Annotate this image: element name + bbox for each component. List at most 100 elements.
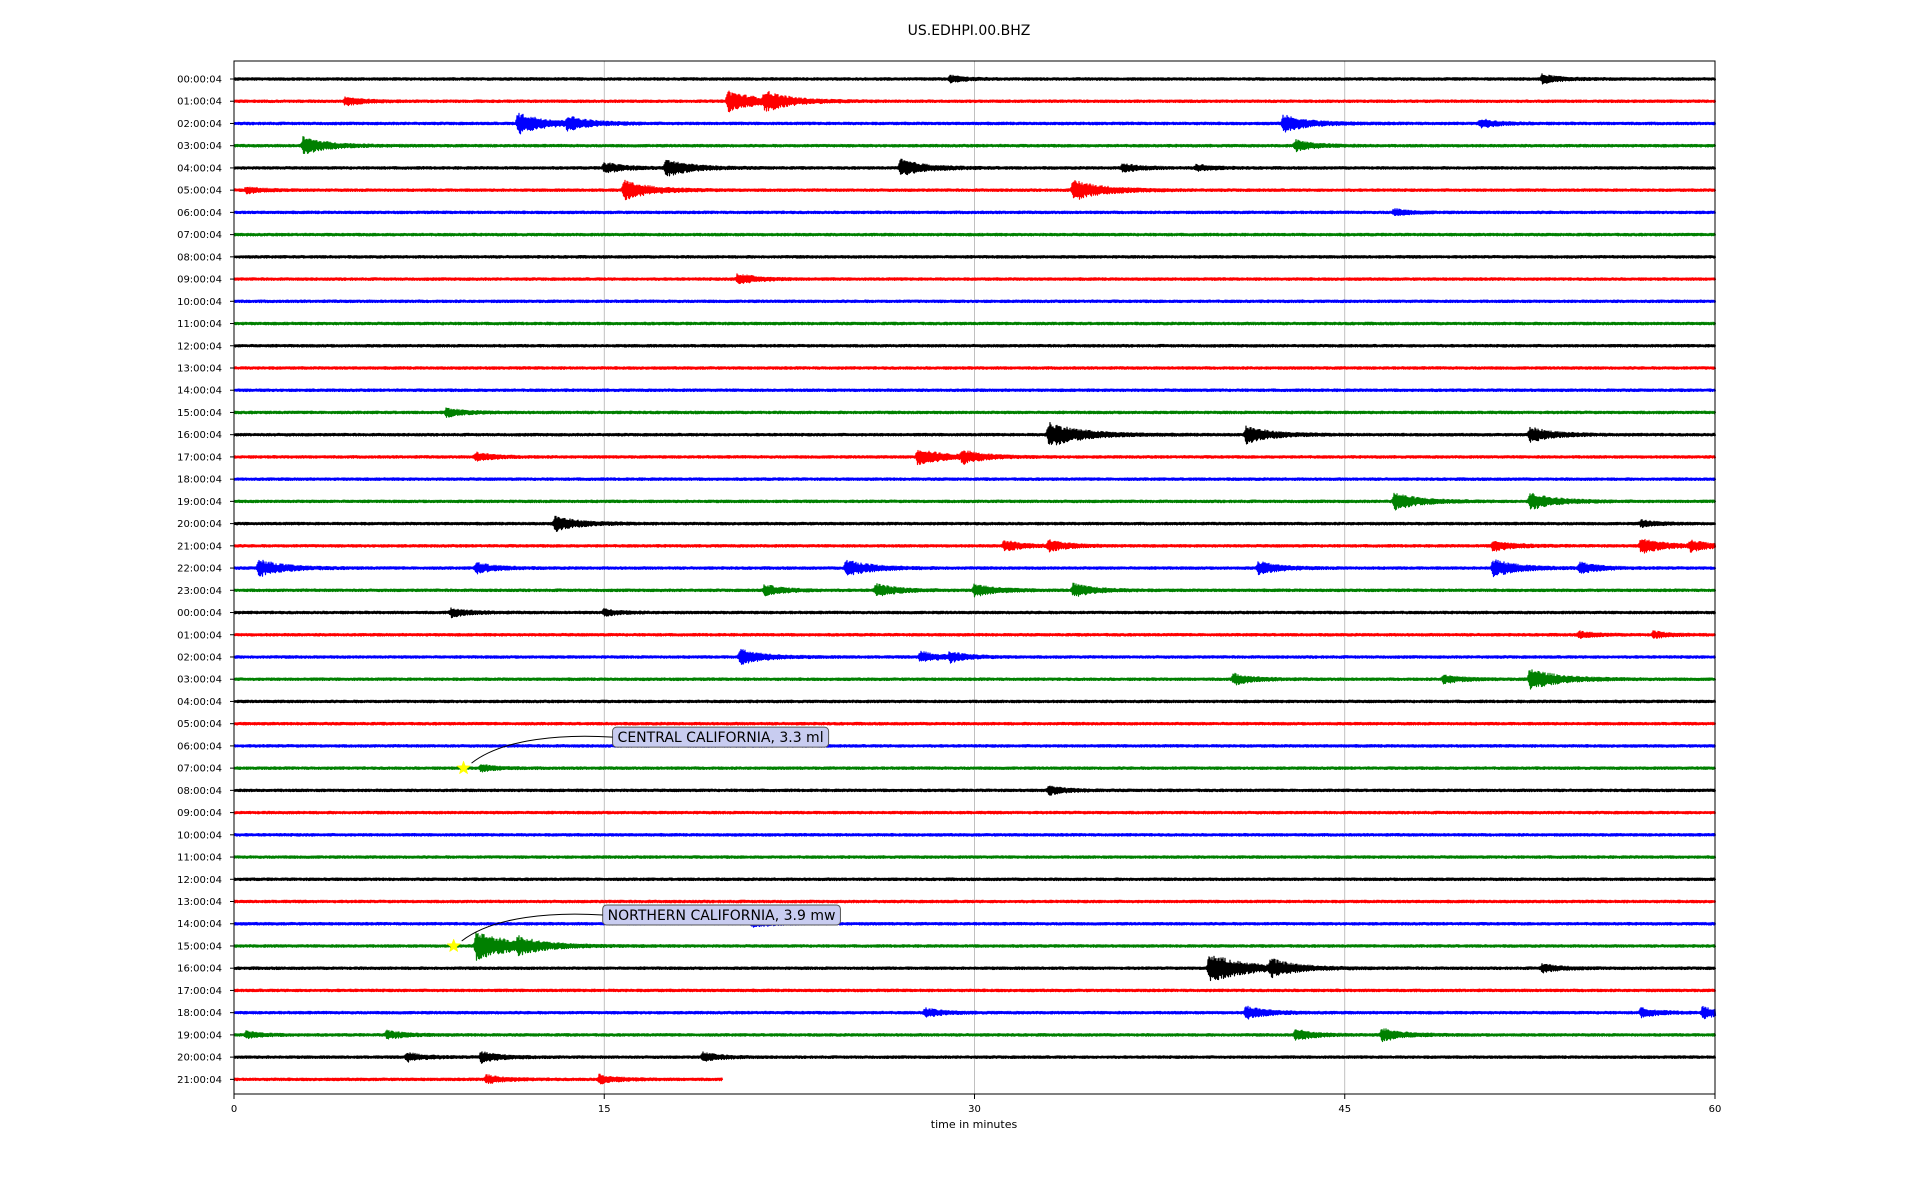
seismic-traces [233,73,1717,1085]
trace-line [233,1005,1717,1020]
trace-line [233,299,1717,304]
y-tick-label: 11:00:04 [177,853,222,864]
annotation-connector [461,913,603,942]
y-tick-label: 06:00:04 [177,208,222,219]
trace-line [233,855,1717,859]
grid-lines [603,61,1346,1094]
trace-line [233,607,1717,619]
trace-line [233,744,1717,748]
y-tick-label: 12:00:04 [177,875,222,886]
trace-line [233,208,1717,217]
y-tick-label: 21:00:04 [177,541,222,552]
y-tick-label: 21:00:04 [177,1075,222,1086]
y-tick-label: 04:00:04 [177,697,222,708]
trace-line [233,630,1717,639]
trace-line [233,764,1717,773]
y-tick-label: 04:00:04 [177,163,222,174]
y-tick-label: 03:00:04 [177,141,222,152]
y-tick-label: 09:00:04 [177,275,222,286]
trace-line [233,648,1717,665]
y-tick-label: 05:00:04 [177,719,222,730]
y-tick-label: 12:00:04 [177,341,222,352]
y-tick-label: 14:00:04 [177,386,222,397]
y-tick-label: 17:00:04 [177,986,222,997]
trace-line [233,1051,1717,1064]
trace-line [233,388,1717,393]
y-tick-label: 07:00:04 [177,764,222,775]
trace-line [233,73,1717,85]
event-annotation: CENTRAL CALIFORNIA, 3.3 ml [456,726,830,775]
y-tick-label: 16:00:04 [177,430,222,441]
trace-line [233,254,1717,259]
y-tick-label: 17:00:04 [177,452,222,463]
trace-line [233,492,1717,511]
trace-line [233,90,1717,113]
y-tick-label: 18:00:04 [177,1008,222,1019]
event-star-marker [446,938,462,953]
y-tick-label: 14:00:04 [177,919,222,930]
trace-line [233,988,1717,993]
y-tick-label: 20:00:04 [177,1053,222,1064]
trace-line [233,366,1717,370]
trace-line [233,112,1717,135]
annotation-connector [471,735,613,764]
trace-line [233,136,1717,155]
trace-line [233,582,1717,598]
y-tick-label: 01:00:04 [177,630,222,641]
trace-line [233,1073,724,1085]
y-tick-label: 02:00:04 [177,119,222,130]
trace-line [233,515,1717,532]
trace-line [233,559,1717,578]
event-star-marker [456,760,471,775]
trace-line [233,785,1717,796]
y-tick-label: 15:00:04 [177,941,222,952]
y-tick-label: 01:00:04 [177,97,222,108]
trace-line [233,538,1717,554]
y-tick-labels: 00:00:04 01:00:04 02:00:04 03:00:04 04:00:04… [177,75,234,1086]
x-tick-label: 15 [598,1104,611,1115]
y-tick-label: 13:00:04 [177,897,222,908]
y-tick-label: 22:00:04 [177,564,222,575]
y-tick-label: 06:00:04 [177,741,222,752]
x-axis: 0 15 30 45 60 [231,1094,1722,1115]
trace-line [233,721,1717,726]
trace-line [233,273,1717,285]
trace-line [233,919,1717,928]
y-tick-label: 00:00:04 [177,608,222,619]
trace-line [233,179,1717,201]
x-tick-label: 45 [1338,1104,1351,1115]
annotation-label: NORTHERN CALIFORNIA, 3.9 mw [608,908,836,924]
trace-line [233,477,1717,482]
trace-line [233,669,1717,690]
y-tick-label: 10:00:04 [177,830,222,841]
trace-line [233,877,1717,882]
trace-line [233,699,1717,704]
trace-line [233,932,1717,961]
y-tick-label: 20:00:04 [177,519,222,530]
event-annotations: CENTRAL CALIFORNIA, 3.3 ml NORTHERN CALIF… [446,726,841,953]
trace-line [233,407,1717,418]
y-tick-label: 16:00:04 [177,964,222,975]
y-tick-label: 00:00:04 [177,75,222,86]
y-tick-label: 08:00:04 [177,252,222,263]
y-tick-label: 08:00:04 [177,786,222,797]
y-tick-label: 13:00:04 [177,363,222,374]
trace-line [233,343,1717,348]
trace-line [233,158,1717,177]
trace-line [233,1028,1717,1043]
trace-line [233,899,1717,904]
y-tick-label: 03:00:04 [177,675,222,686]
x-axis-label: time in minutes [931,1118,1018,1131]
trace-line [233,810,1717,815]
y-tick-label: 19:00:04 [177,497,222,508]
x-tick-label: 30 [968,1104,981,1115]
trace-line [233,449,1717,466]
annotation-label: CENTRAL CALIFORNIA, 3.3 ml [618,730,824,746]
trace-line [233,955,1717,982]
trace-line [233,321,1717,326]
y-tick-label: 18:00:04 [177,475,222,486]
y-tick-label: 19:00:04 [177,1030,222,1041]
x-tick-label: 60 [1709,1104,1722,1115]
y-tick-label: 23:00:04 [177,586,222,597]
